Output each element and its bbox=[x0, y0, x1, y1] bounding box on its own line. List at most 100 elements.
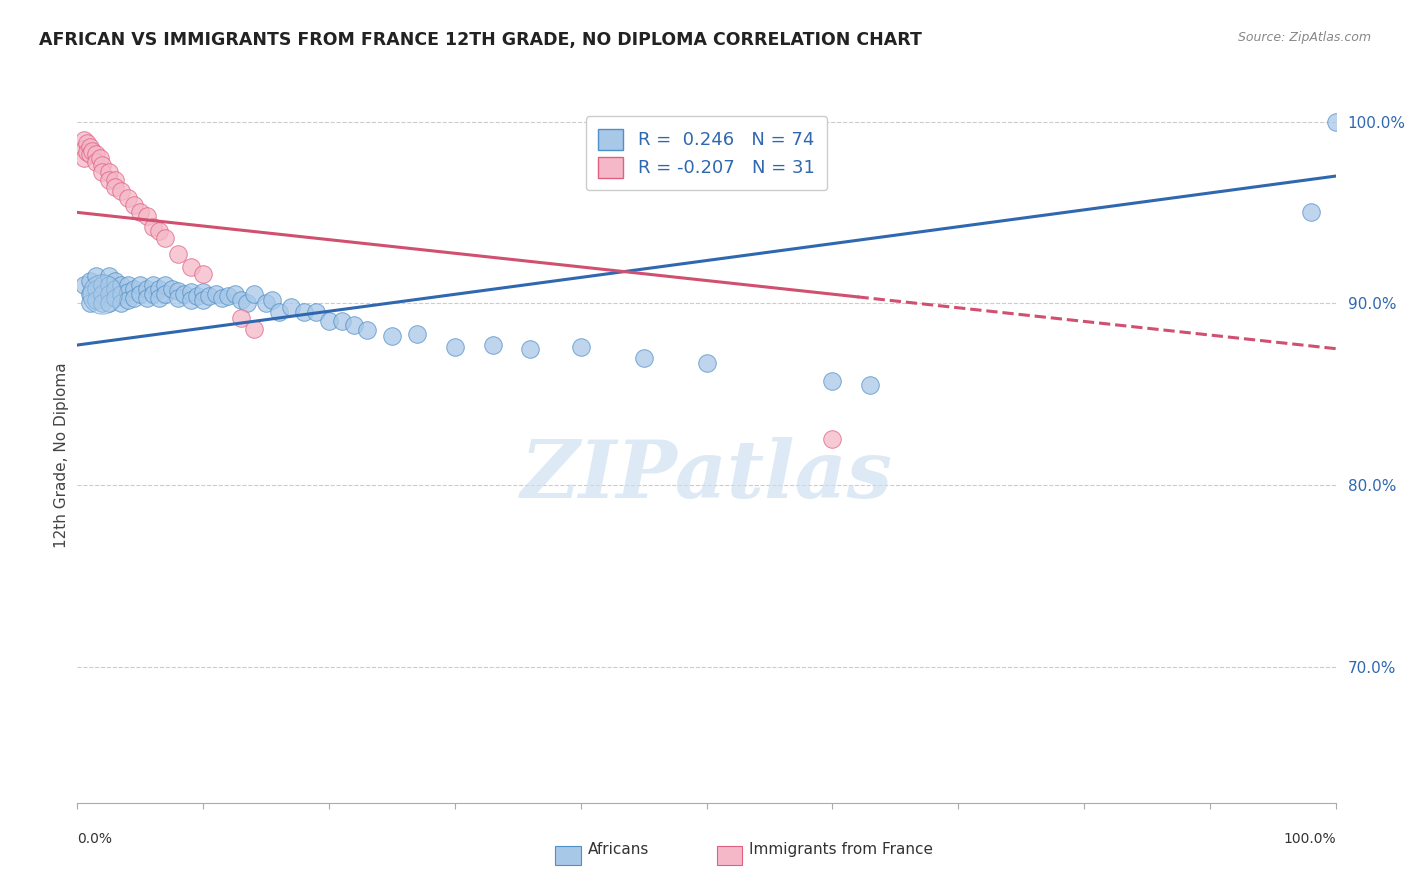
Point bbox=[305, 305, 328, 319]
Point bbox=[79, 140, 101, 154]
Point bbox=[72, 142, 94, 156]
Point bbox=[97, 172, 120, 186]
Point bbox=[110, 287, 132, 301]
Point bbox=[229, 310, 252, 325]
Point bbox=[97, 287, 120, 301]
Point bbox=[356, 323, 378, 337]
Point bbox=[406, 327, 429, 342]
Point bbox=[155, 231, 177, 245]
Text: 0.0%: 0.0% bbox=[77, 832, 112, 846]
Point bbox=[142, 219, 165, 234]
Point bbox=[381, 329, 404, 343]
Point bbox=[481, 338, 503, 352]
Point bbox=[236, 296, 259, 310]
Point bbox=[343, 318, 366, 332]
Point bbox=[292, 305, 315, 319]
Point bbox=[135, 209, 157, 223]
Point bbox=[142, 287, 165, 301]
Point bbox=[97, 268, 120, 283]
Point bbox=[821, 375, 844, 389]
Text: Africans: Africans bbox=[588, 842, 650, 856]
Point bbox=[104, 172, 127, 186]
Point bbox=[135, 282, 157, 296]
Point bbox=[180, 260, 202, 274]
Point bbox=[110, 278, 132, 293]
Point bbox=[1324, 114, 1347, 128]
Point bbox=[84, 154, 107, 169]
Point bbox=[318, 314, 340, 328]
Point bbox=[198, 289, 221, 303]
Point bbox=[173, 287, 195, 301]
Y-axis label: 12th Grade, No Diploma: 12th Grade, No Diploma bbox=[53, 362, 69, 548]
Point bbox=[82, 144, 104, 158]
Point bbox=[129, 205, 152, 219]
Point bbox=[519, 342, 541, 356]
Point bbox=[122, 198, 145, 212]
Point bbox=[76, 136, 98, 151]
Point bbox=[142, 278, 165, 293]
Point bbox=[91, 287, 114, 301]
Text: ZIPatlas: ZIPatlas bbox=[520, 437, 893, 515]
Point bbox=[97, 296, 120, 310]
Point bbox=[135, 291, 157, 305]
Point bbox=[79, 287, 101, 301]
Point bbox=[211, 291, 233, 305]
Point bbox=[821, 433, 844, 447]
Point bbox=[148, 223, 170, 237]
Point bbox=[859, 378, 882, 392]
Point bbox=[89, 151, 111, 165]
Point bbox=[79, 275, 101, 289]
Point bbox=[117, 293, 139, 307]
Point bbox=[97, 165, 120, 179]
Point bbox=[122, 282, 145, 296]
Point bbox=[1299, 205, 1322, 219]
Point bbox=[104, 291, 127, 305]
Point bbox=[104, 180, 127, 194]
Point bbox=[160, 282, 183, 296]
Point bbox=[117, 278, 139, 293]
Point bbox=[72, 151, 94, 165]
Point bbox=[696, 356, 718, 370]
Point bbox=[191, 267, 215, 281]
Point bbox=[262, 293, 284, 307]
Point bbox=[84, 293, 107, 307]
Point bbox=[79, 296, 101, 310]
Point bbox=[84, 282, 107, 296]
Point bbox=[72, 133, 94, 147]
Point bbox=[117, 191, 139, 205]
Text: 100.0%: 100.0% bbox=[1284, 832, 1336, 846]
Point bbox=[167, 291, 190, 305]
Point bbox=[91, 165, 114, 179]
Point bbox=[444, 340, 467, 354]
Point bbox=[91, 158, 114, 172]
Point bbox=[122, 291, 145, 305]
Legend: R =  0.246   N = 74, R = -0.207   N = 31: R = 0.246 N = 74, R = -0.207 N = 31 bbox=[585, 116, 828, 190]
Point bbox=[110, 296, 132, 310]
Point bbox=[167, 284, 190, 298]
Point bbox=[117, 285, 139, 300]
Point bbox=[104, 275, 127, 289]
Point bbox=[72, 278, 94, 293]
Point bbox=[91, 287, 114, 301]
Point bbox=[155, 287, 177, 301]
Point bbox=[148, 282, 170, 296]
Point bbox=[224, 287, 246, 301]
Text: Immigrants from France: Immigrants from France bbox=[749, 842, 934, 856]
Point bbox=[633, 351, 655, 365]
Point bbox=[84, 268, 107, 283]
Point bbox=[191, 293, 215, 307]
Point bbox=[155, 278, 177, 293]
Point bbox=[84, 147, 107, 161]
Point bbox=[204, 287, 226, 301]
Point bbox=[267, 305, 290, 319]
Point bbox=[191, 285, 215, 300]
Point bbox=[97, 278, 120, 293]
Point bbox=[217, 289, 239, 303]
Point bbox=[104, 282, 127, 296]
Point bbox=[330, 314, 353, 328]
Point bbox=[254, 296, 277, 310]
Point bbox=[242, 321, 264, 335]
Point bbox=[280, 300, 302, 314]
Point bbox=[110, 184, 132, 198]
Text: AFRICAN VS IMMIGRANTS FROM FRANCE 12TH GRADE, NO DIPLOMA CORRELATION CHART: AFRICAN VS IMMIGRANTS FROM FRANCE 12TH G… bbox=[39, 31, 922, 49]
